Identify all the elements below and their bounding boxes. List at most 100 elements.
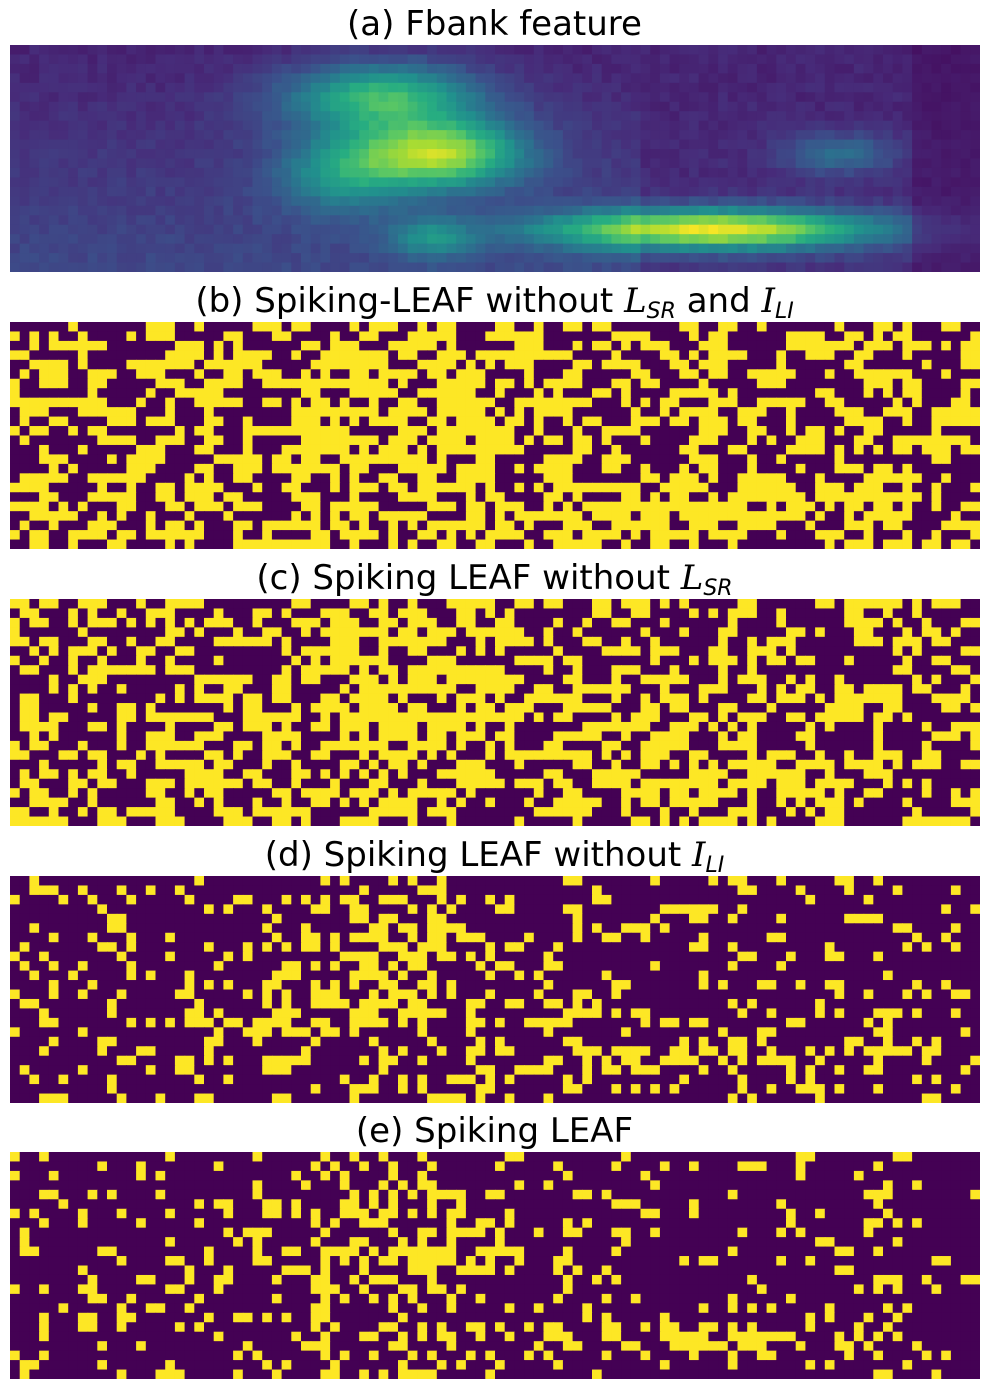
heatmap-cell	[475, 130, 486, 141]
heatmap-cell	[592, 482, 603, 493]
heatmap-cell	[368, 186, 380, 197]
heatmap-cell	[921, 139, 933, 150]
heatmap-cell	[776, 511, 787, 522]
heatmap-cell	[233, 397, 244, 408]
heatmap-cell	[659, 350, 671, 361]
heatmap-cell	[407, 530, 418, 541]
heatmap-cell	[582, 369, 593, 380]
heatmap-cell	[533, 130, 545, 141]
heatmap-cell	[330, 599, 341, 610]
heatmap-cell	[795, 482, 806, 493]
heatmap-cell	[834, 177, 845, 188]
heatmap-cell	[87, 435, 98, 446]
heatmap-cell	[863, 215, 874, 226]
heatmap-cell	[155, 530, 166, 541]
heatmap-cell	[582, 444, 593, 456]
heatmap-cell	[184, 92, 195, 103]
heatmap-cell	[485, 369, 496, 380]
heatmap-cell	[621, 530, 632, 541]
heatmap-cell	[485, 482, 496, 493]
heatmap-cell	[572, 234, 583, 245]
heatmap-cell	[388, 492, 399, 503]
heatmap-cell	[77, 45, 89, 56]
heatmap-cell	[87, 407, 98, 418]
heatmap-cell	[301, 388, 312, 399]
heatmap-cell	[533, 262, 545, 272]
heatmap-cell	[650, 82, 661, 93]
heatmap-cell	[407, 167, 418, 179]
heatmap-cell	[727, 426, 739, 437]
heatmap-cell	[912, 435, 923, 446]
heatmap-cell	[805, 45, 816, 56]
heatmap-cell	[737, 520, 748, 531]
heatmap-cell	[524, 608, 535, 619]
heatmap-cell	[427, 63, 438, 74]
heatmap-cell	[407, 539, 418, 549]
heatmap-cell	[213, 130, 224, 141]
heatmap-cell	[698, 186, 709, 197]
heatmap-cell	[524, 444, 535, 456]
heatmap-cell	[747, 340, 758, 351]
heatmap-cell	[368, 322, 380, 333]
heatmap-cell	[252, 234, 263, 245]
heatmap-cell	[630, 473, 642, 484]
heatmap-cell	[407, 224, 418, 235]
heatmap-cell	[378, 111, 389, 122]
heatmap-cell	[427, 54, 438, 65]
heatmap-cell	[252, 599, 263, 610]
heatmap-cell	[427, 350, 438, 361]
heatmap-cell	[621, 167, 632, 179]
heatmap-cell	[330, 492, 341, 503]
heatmap-cell	[252, 492, 263, 503]
heatmap-cell	[48, 539, 60, 549]
heatmap-cell	[126, 369, 137, 380]
heatmap-cell	[873, 224, 884, 235]
heatmap-cell	[446, 407, 457, 418]
heatmap-cell	[727, 120, 739, 131]
heatmap-cell	[29, 359, 40, 370]
heatmap-cell	[87, 322, 98, 333]
heatmap-cell	[689, 243, 700, 254]
heatmap-cell	[562, 111, 574, 122]
heatmap-cell	[902, 45, 913, 56]
heatmap-cell	[756, 130, 768, 141]
heatmap-cell	[650, 186, 661, 197]
heatmap-cell	[805, 82, 816, 93]
heatmap-cell	[398, 196, 409, 207]
heatmap-cell	[562, 158, 574, 169]
spike-heatmap-c	[10, 599, 980, 826]
heatmap-cell	[436, 167, 448, 179]
heatmap-cell	[359, 407, 370, 418]
heatmap-cell	[756, 407, 768, 418]
heatmap-cell	[58, 215, 69, 226]
heatmap-cell	[931, 111, 942, 122]
heatmap-cell	[388, 539, 399, 549]
heatmap-cell	[291, 463, 302, 474]
heatmap-cell	[495, 101, 506, 112]
heatmap-cell	[485, 92, 496, 103]
heatmap-cell	[533, 139, 545, 150]
heatmap-cell	[592, 111, 603, 122]
heatmap-cell	[194, 139, 205, 150]
heatmap-cell	[436, 205, 448, 216]
heatmap-cell	[87, 511, 98, 522]
heatmap-cell	[465, 539, 477, 549]
heatmap-cell	[252, 340, 263, 351]
heatmap-cell	[145, 511, 157, 522]
heatmap-cell	[970, 45, 980, 56]
heatmap-cell	[262, 482, 273, 493]
heatmap-cell	[310, 234, 321, 245]
heatmap-cell	[495, 388, 506, 399]
heatmap-cell	[669, 482, 680, 493]
heatmap-cell	[737, 350, 748, 361]
heatmap-cell	[669, 511, 680, 522]
heatmap-cell	[873, 54, 884, 65]
heatmap-cell	[883, 511, 894, 522]
heatmap-cell	[815, 322, 826, 333]
heatmap-cell	[592, 130, 603, 141]
heatmap-cell	[533, 92, 545, 103]
heatmap-cell	[621, 511, 632, 522]
heatmap-cell	[495, 492, 506, 503]
heatmap-cell	[582, 111, 593, 122]
heatmap-cell	[388, 73, 399, 84]
